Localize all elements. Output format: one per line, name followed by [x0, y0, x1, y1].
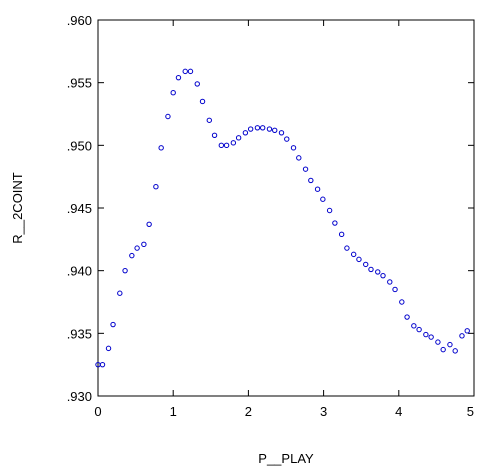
data-point	[356, 256, 362, 263]
data-point	[332, 220, 338, 226]
data-point	[428, 334, 434, 340]
data-point	[368, 266, 374, 273]
y-tick-label: .950	[67, 138, 92, 153]
data-point	[387, 279, 393, 285]
data-point	[278, 130, 285, 136]
data-point	[266, 126, 273, 132]
data-point	[206, 117, 212, 123]
data-point	[175, 74, 182, 81]
data-point	[344, 245, 350, 251]
y-tick-label: .940	[67, 264, 92, 279]
plot-frame	[97, 19, 475, 397]
y-tick-label: .930	[67, 389, 92, 404]
data-point	[392, 286, 398, 293]
data-point	[459, 333, 465, 339]
data-point	[99, 361, 106, 368]
data-point	[199, 98, 206, 105]
data-point	[134, 245, 140, 251]
x-tick-label: 1	[170, 404, 177, 419]
data-point	[230, 140, 237, 146]
data-point	[338, 231, 345, 238]
data-point	[170, 89, 176, 96]
data-point	[182, 68, 188, 75]
data-point	[411, 323, 417, 329]
data-point	[153, 183, 159, 190]
data-point	[314, 186, 321, 192]
data-point	[423, 331, 429, 338]
data-point	[211, 132, 218, 139]
data-point	[440, 346, 446, 353]
x-tick-label: 3	[320, 404, 327, 419]
y-tick-label: .955	[67, 76, 92, 91]
data-point	[247, 126, 254, 132]
x-tick-label: 5	[467, 404, 474, 419]
data-point	[129, 252, 135, 259]
data-point	[296, 155, 302, 161]
data-point	[284, 136, 290, 142]
data-point	[146, 221, 152, 227]
data-point	[350, 251, 357, 258]
x-axis: 0 1 2 3 4 5	[94, 20, 475, 419]
data-point	[141, 241, 147, 248]
data-point	[380, 272, 386, 279]
data-point	[399, 299, 405, 305]
data-point	[158, 145, 164, 151]
data-point	[105, 345, 112, 352]
y-axis-title: R__2COINT	[10, 172, 25, 244]
data-point	[254, 125, 261, 131]
data-point	[375, 269, 381, 275]
data-point	[464, 328, 470, 334]
data-point	[416, 326, 422, 333]
data-point	[187, 68, 194, 75]
data-point	[363, 261, 369, 268]
data-point	[447, 341, 453, 348]
data-point	[452, 348, 458, 354]
data-point	[110, 321, 116, 328]
data-point	[272, 127, 278, 133]
data-point	[435, 339, 441, 345]
data-point	[326, 207, 333, 214]
data-point	[242, 130, 249, 136]
data-point	[308, 177, 314, 184]
y-tick-label: .935	[67, 326, 92, 341]
data-point	[122, 267, 128, 274]
data-point	[117, 290, 123, 296]
data-point	[218, 142, 225, 149]
y-tick-label: .960	[67, 13, 92, 28]
data-point	[302, 166, 309, 172]
data-point	[165, 113, 171, 120]
data-point	[235, 135, 242, 141]
data-points	[95, 68, 470, 368]
x-tick-label: 4	[395, 404, 402, 419]
data-point	[320, 196, 326, 202]
y-tick-label: .945	[67, 201, 92, 216]
data-point	[259, 125, 266, 131]
data-point	[290, 145, 297, 151]
x-tick-label: 0	[94, 404, 101, 419]
data-point	[194, 81, 200, 87]
data-point	[223, 142, 230, 149]
x-tick-label: 2	[245, 404, 252, 419]
y-axis: .930 .935 .940 .945 .950 .955 .960	[67, 13, 474, 404]
data-point	[404, 314, 410, 320]
x-axis-title: P__PLAY	[258, 451, 314, 466]
